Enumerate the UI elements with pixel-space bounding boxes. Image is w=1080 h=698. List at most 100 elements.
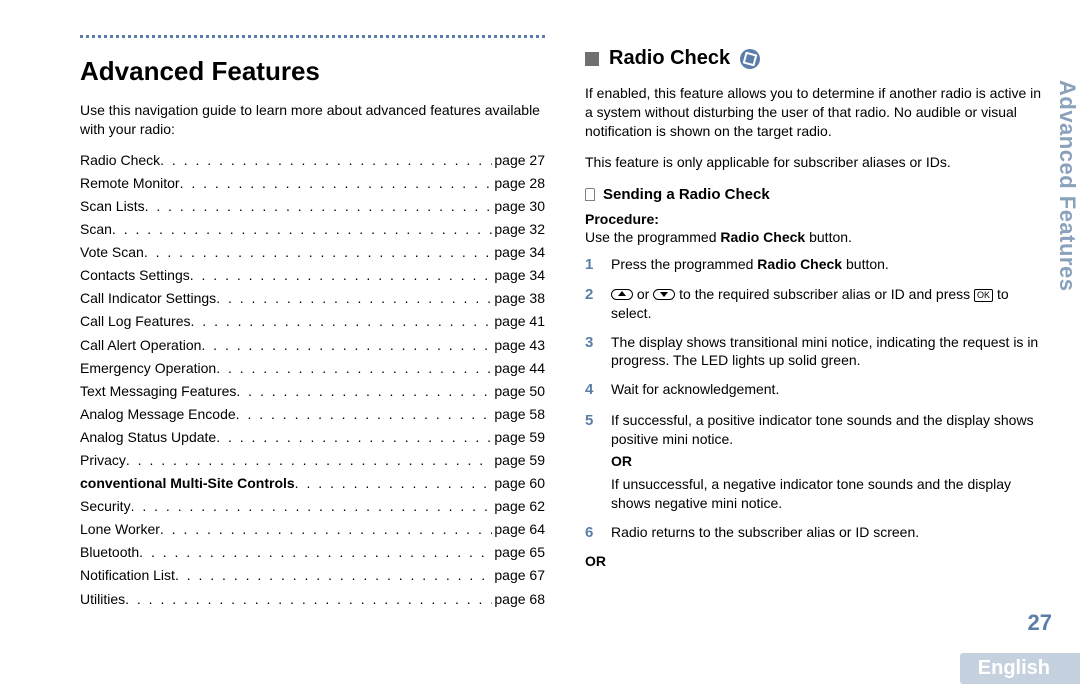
radio-feature-icon	[740, 49, 760, 69]
toc-page: page 30	[492, 195, 545, 218]
toc-label: Utilities	[80, 588, 125, 611]
toc-page: page 38	[492, 287, 545, 310]
section-paragraph: If enabled, this feature allows you to d…	[585, 84, 1050, 141]
toc-leader-dots	[125, 588, 492, 611]
toc-label: Radio Check	[80, 149, 160, 172]
procedure-label: Procedure:	[585, 211, 1050, 227]
page-number: 27	[1028, 610, 1052, 636]
toc-page: page 43	[492, 334, 545, 357]
toc-label: Analog Message Encode	[80, 403, 236, 426]
section-paragraph: This feature is only applicable for subs…	[585, 153, 1050, 172]
right-column: Radio Check If enabled, this feature all…	[585, 35, 1050, 678]
toc-leader-dots	[236, 403, 493, 426]
toc-leader-dots	[295, 472, 493, 495]
text: button.	[805, 229, 852, 245]
step-number: 3	[585, 333, 599, 371]
toc-row: Security page 62	[80, 495, 545, 518]
toc-label: Analog Status Update	[80, 426, 216, 449]
step-row: 4 Wait for acknowledgement.	[585, 380, 1050, 400]
toc-label: Call Log Features	[80, 310, 191, 333]
toc-page: page 34	[492, 264, 545, 287]
toc-page: page 41	[492, 310, 545, 333]
or-label: OR	[585, 553, 1050, 569]
toc-label: Scan Lists	[80, 195, 145, 218]
toc-leader-dots	[131, 495, 493, 518]
text: Use the programmed	[585, 229, 720, 245]
step-number: 4	[585, 380, 599, 400]
up-arrow-key-icon	[611, 289, 633, 300]
step-body: Press the programmed Radio Check button.	[611, 255, 1050, 275]
text: Press the programmed	[611, 256, 757, 272]
step-number: 6	[585, 523, 599, 543]
toc-label: Scan	[80, 218, 112, 241]
toc-row: Privacypage 59	[80, 449, 545, 472]
section-marker-icon	[585, 52, 599, 66]
toc-leader-dots	[160, 518, 492, 541]
toc-page: page 67	[492, 564, 545, 587]
table-of-contents: Radio Checkpage 27Remote Monitorpage 28S…	[80, 149, 545, 611]
left-column: Advanced Features Use this navigation gu…	[80, 35, 545, 678]
subsection-marker-icon	[585, 188, 595, 201]
toc-label: Remote Monitor	[80, 172, 180, 195]
step-body: Wait for acknowledgement.	[611, 380, 1050, 400]
toc-row: Bluetooth page 65	[80, 541, 545, 564]
toc-row: Call Alert Operationpage 43	[80, 334, 545, 357]
text: button.	[842, 256, 889, 272]
step-body: If successful, a positive indicator tone…	[611, 411, 1050, 513]
or-label: OR	[611, 452, 1050, 471]
toc-leader-dots	[216, 287, 492, 310]
toc-page: page 32	[492, 218, 545, 241]
manual-page: Advanced Features Use this navigation gu…	[0, 0, 1080, 698]
toc-label: Privacy	[80, 449, 126, 472]
toc-page: page 50	[492, 380, 545, 403]
procedure-intro: Use the programmed Radio Check button.	[585, 229, 1050, 245]
procedure-steps: 1 Press the programmed Radio Check butto…	[585, 255, 1050, 544]
toc-page: page 27	[492, 149, 545, 172]
toc-page: page 62	[492, 495, 545, 518]
toc-page: page 68	[492, 588, 545, 611]
toc-row: Radio Check page 27	[80, 149, 545, 172]
toc-label: Notification List	[80, 564, 175, 587]
toc-label: Bluetooth	[80, 541, 139, 564]
toc-label: Text Messaging Features	[80, 380, 236, 403]
toc-leader-dots	[144, 241, 493, 264]
toc-row: Analog Status Updatepage 59	[80, 426, 545, 449]
subsection-title: Sending a Radio Check	[603, 186, 770, 203]
toc-page: page 44	[492, 357, 545, 380]
toc-row: Scan page 32	[80, 218, 545, 241]
text: If successful, a positive indicator tone…	[611, 411, 1050, 449]
toc-leader-dots	[175, 564, 492, 587]
toc-row: Call Indicator Settings page 38	[80, 287, 545, 310]
toc-page: page 58	[492, 403, 545, 426]
toc-label: Contacts Settings	[80, 264, 190, 287]
section-header: Radio Check	[585, 47, 1050, 70]
toc-row: conventional Multi-Site Controlspage 60	[80, 472, 545, 495]
ok-key-icon: OK	[974, 289, 993, 302]
side-tab-label: Advanced Features	[1054, 80, 1080, 291]
step-row: 1 Press the programmed Radio Check butto…	[585, 255, 1050, 275]
step-row: 2 or to the required subscriber alias or…	[585, 285, 1050, 323]
toc-label: Emergency Operation	[80, 357, 216, 380]
toc-leader-dots	[160, 149, 492, 172]
toc-row: Analog Message Encode page 58	[80, 403, 545, 426]
down-arrow-key-icon	[653, 289, 675, 300]
toc-page: page 65	[492, 541, 545, 564]
toc-leader-dots	[139, 541, 492, 564]
step-number: 5	[585, 411, 599, 513]
main-heading: Advanced Features	[80, 56, 545, 87]
toc-row: Text Messaging Features page 50	[80, 380, 545, 403]
step-number: 1	[585, 255, 599, 275]
toc-page: page 64	[492, 518, 545, 541]
toc-label: Lone Worker	[80, 518, 160, 541]
toc-label: Security	[80, 495, 131, 518]
language-tab: English	[960, 653, 1080, 684]
toc-row: Remote Monitorpage 28	[80, 172, 545, 195]
toc-label: Call Indicator Settings	[80, 287, 216, 310]
toc-row: Lone Worker page 64	[80, 518, 545, 541]
toc-row: Contacts Settings page 34	[80, 264, 545, 287]
text: to the required subscriber alias or ID a…	[675, 286, 974, 302]
step-body: Radio returns to the subscriber alias or…	[611, 523, 1050, 543]
text-bold: Radio Check	[757, 256, 842, 272]
section-title: Radio Check	[609, 47, 730, 70]
toc-leader-dots	[190, 264, 493, 287]
